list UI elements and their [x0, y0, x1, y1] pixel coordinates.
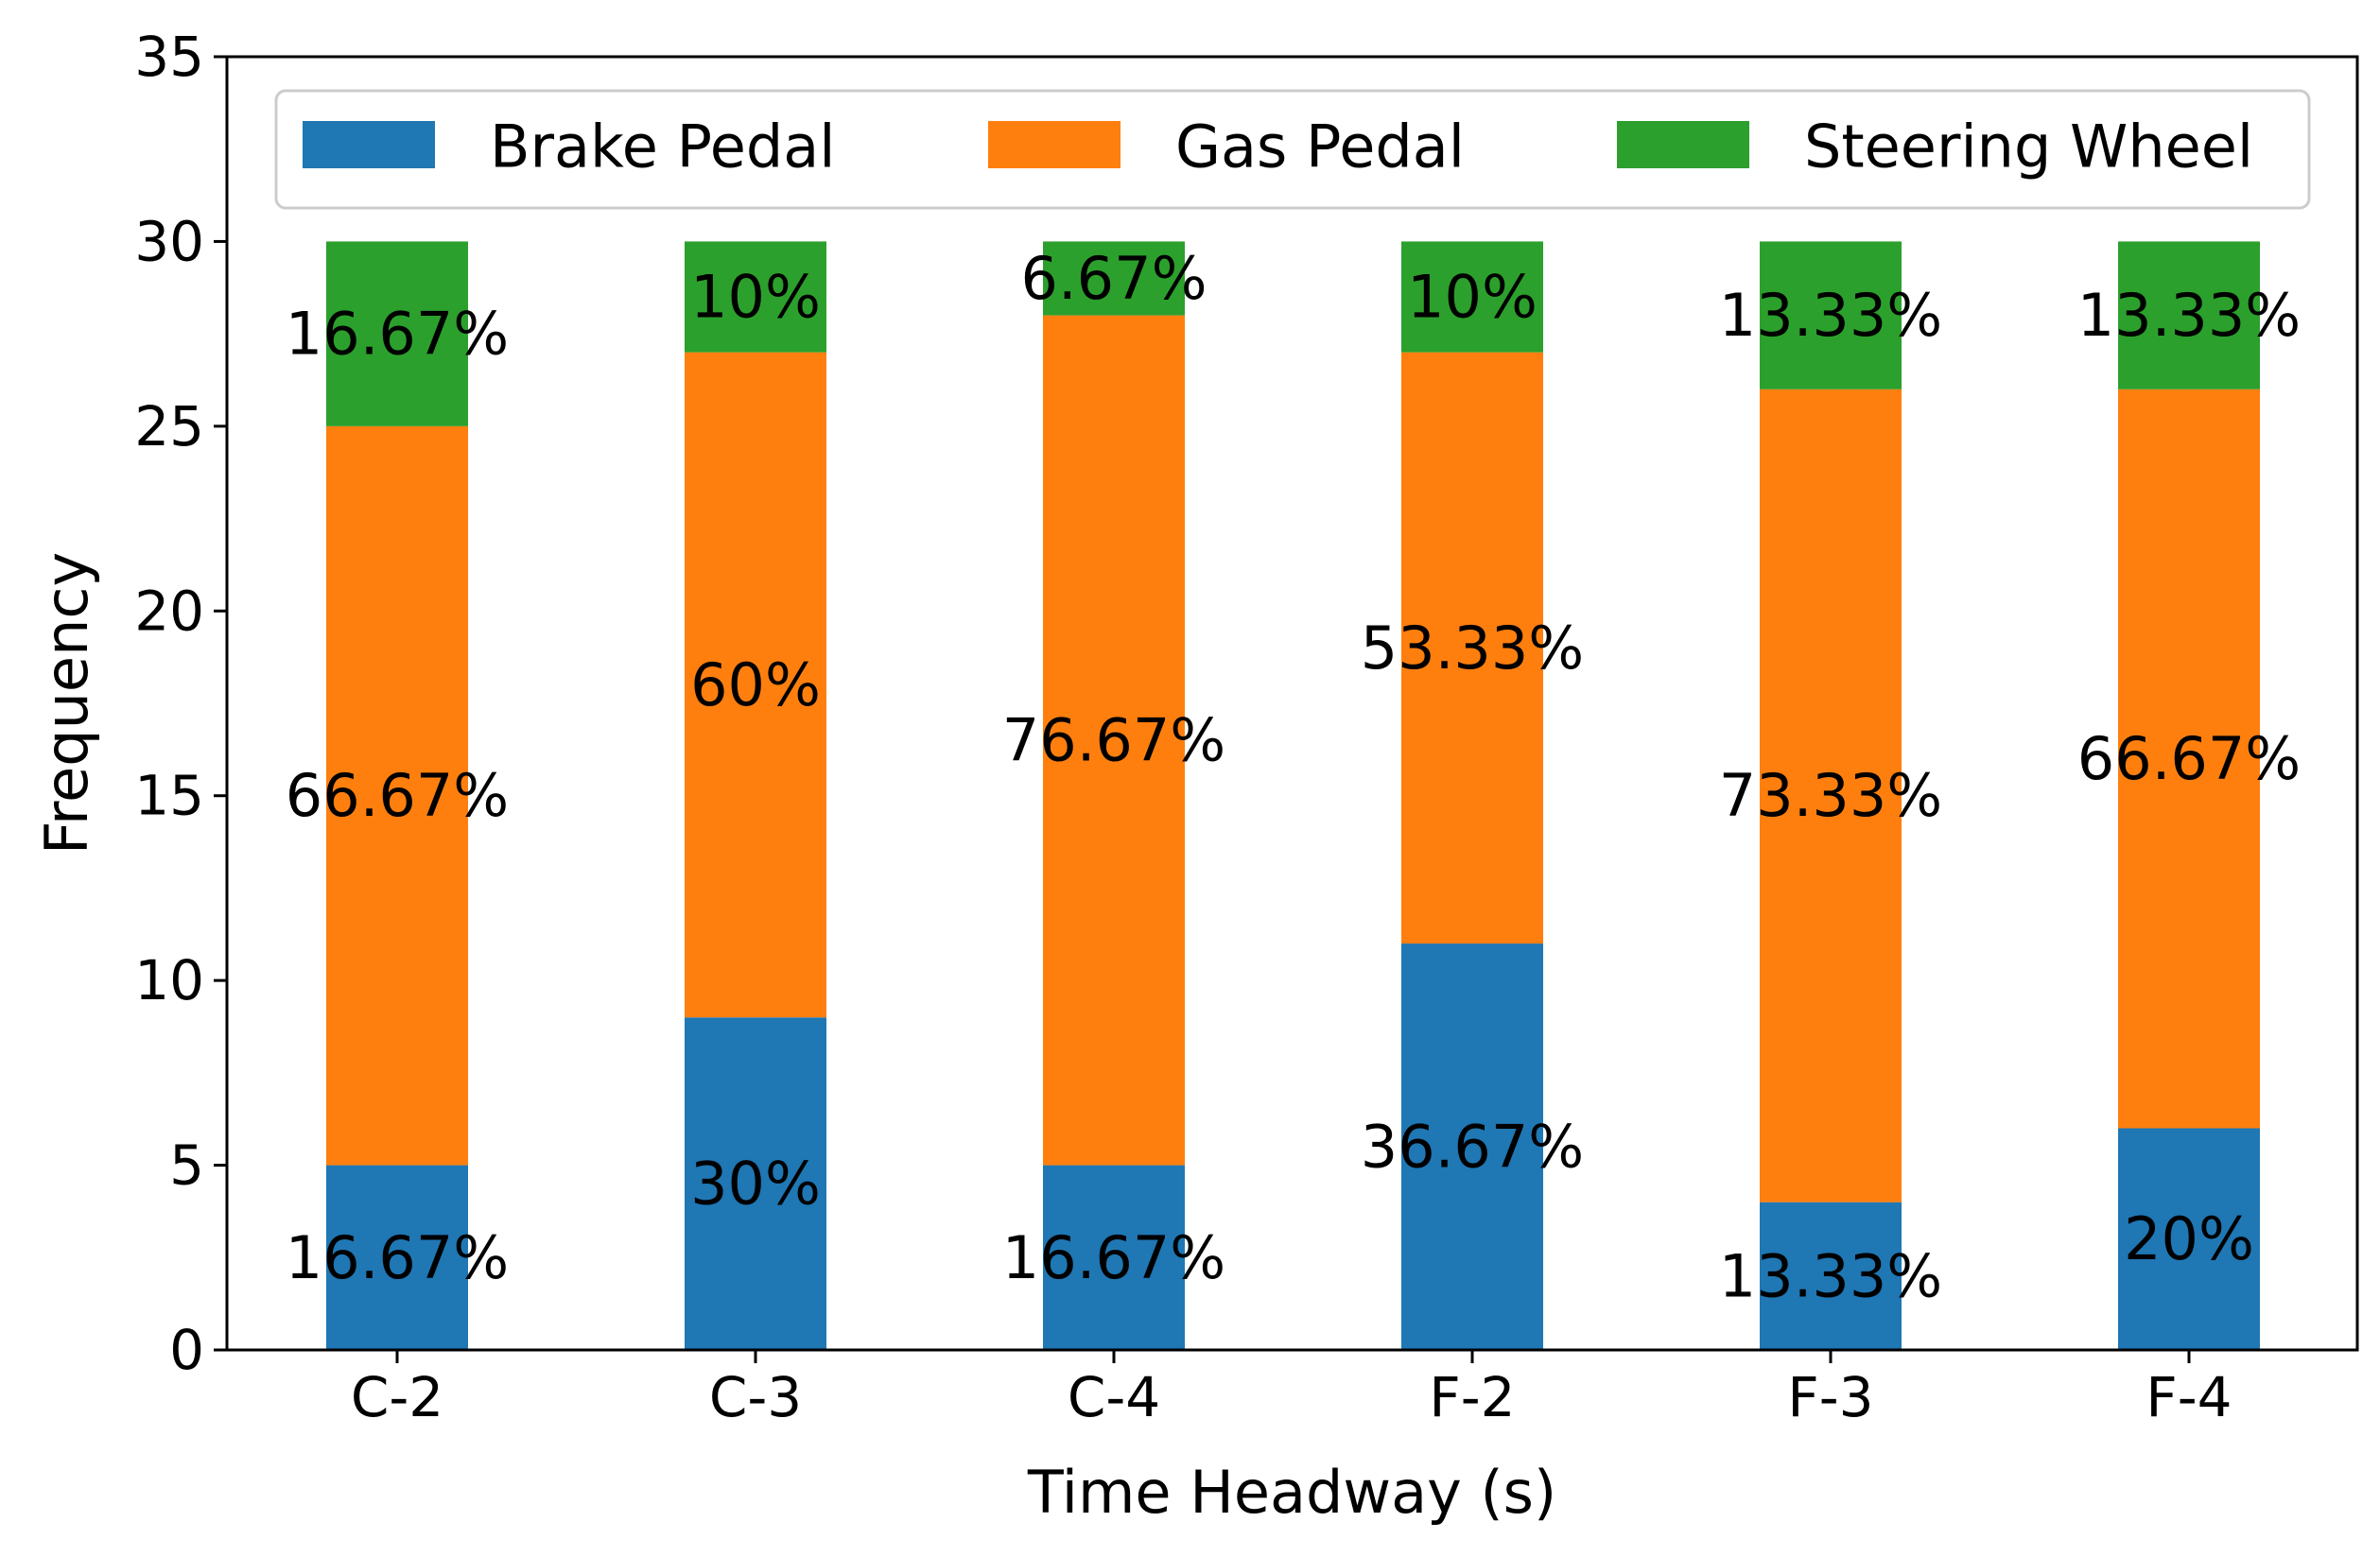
bar-steering-wheel-f-2 [1401, 241, 1543, 353]
data-label-gas-pedal-f-4: 66.67% [2077, 724, 2301, 793]
y-axis-label: Frequency [32, 552, 101, 855]
data-labels-layer: 16.67% 30% 16.67% 36.67% 13.33% 20% 66.67% 60% 7… [286, 244, 2301, 1310]
x-tick-label: C-4 [1068, 1365, 1160, 1429]
data-label-steering-wheel-f-3: 13.33% [1719, 281, 1942, 350]
bar-brake-pedal-c-2 [326, 1165, 468, 1350]
bar-gas-pedal-c-2 [326, 425, 468, 1166]
legend-swatch-brake-pedal [303, 121, 435, 168]
bar-brake-pedal-f-2 [1401, 943, 1543, 1350]
x-tick-label: C-3 [709, 1365, 802, 1429]
data-label-brake-pedal-f-4: 20% [2124, 1204, 2254, 1273]
x-tick-label: F-3 [1787, 1365, 1873, 1429]
bar-gas-pedal-f-4 [2118, 389, 2260, 1129]
legend-swatch-gas-pedal [988, 121, 1121, 168]
x-tick-label: F-2 [1429, 1365, 1515, 1429]
data-label-gas-pedal-c-3: 60% [690, 650, 821, 719]
bar-steering-wheel-f-4 [2118, 241, 2260, 389]
bar-brake-pedal-f-4 [2118, 1128, 2260, 1350]
bar-steering-wheel-c-4 [1043, 241, 1185, 316]
data-label-steering-wheel-c-4: 6.67% [1021, 244, 1207, 313]
data-label-steering-wheel-c-3: 10% [690, 263, 821, 332]
data-label-gas-pedal-f-3: 73.33% [1719, 761, 1942, 830]
data-label-brake-pedal-c-4: 16.67% [1002, 1223, 1225, 1292]
plot-frame [225, 55, 2359, 1352]
legend-label-brake-pedal: Brake Pedal [490, 112, 835, 182]
bar-brake-pedal-c-3 [685, 1017, 826, 1350]
y-tick-label: 30 [134, 209, 204, 273]
bar-brake-pedal-f-3 [1760, 1202, 1902, 1350]
bar-gas-pedal-f-2 [1401, 352, 1543, 944]
y-tick-label: 0 [169, 1318, 204, 1382]
y-tick-label: 5 [169, 1133, 204, 1198]
x-axis: C-2 C-3 C-4 F-2 F-3 F-4 [351, 1350, 2232, 1429]
bar-gas-pedal-c-3 [685, 352, 826, 1018]
y-tick-label: 10 [134, 948, 204, 1012]
x-tick-label: C-2 [351, 1365, 443, 1429]
data-label-brake-pedal-f-3: 13.33% [1719, 1241, 1942, 1310]
data-label-steering-wheel-c-2: 16.67% [286, 300, 509, 369]
data-label-steering-wheel-f-2: 10% [1407, 263, 1537, 332]
bars-layer [326, 241, 2260, 1350]
bar-gas-pedal-f-3 [1760, 389, 1902, 1202]
y-tick-label: 35 [134, 25, 204, 89]
y-tick-label: 15 [134, 764, 204, 828]
legend-box [274, 89, 2311, 210]
y-tick-label: 20 [134, 579, 204, 643]
y-tick-label: 25 [134, 394, 204, 458]
data-label-gas-pedal-c-4: 76.67% [1002, 706, 1225, 775]
legend-swatch-steering-wheel [1617, 121, 1749, 168]
legend: Brake Pedal Gas Pedal Steering Wheel [274, 89, 2311, 210]
legend-label-steering-wheel: Steering Wheel [1804, 112, 2253, 182]
bar-brake-pedal-c-4 [1043, 1165, 1185, 1350]
data-label-brake-pedal-f-2: 36.67% [1361, 1113, 1584, 1182]
data-label-steering-wheel-f-4: 13.33% [2077, 281, 2301, 350]
data-label-gas-pedal-c-2: 66.67% [286, 761, 509, 830]
data-label-brake-pedal-c-2: 16.67% [286, 1223, 509, 1292]
legend-label-gas-pedal: Gas Pedal [1175, 112, 1465, 182]
bar-steering-wheel-f-3 [1760, 241, 1902, 389]
x-tick-label: F-4 [2145, 1365, 2232, 1429]
y-axis: 0 5 10 15 20 25 30 35 [134, 25, 227, 1382]
bar-gas-pedal-c-4 [1043, 315, 1185, 1166]
bar-steering-wheel-c-2 [326, 241, 468, 426]
data-label-gas-pedal-f-2: 53.33% [1361, 614, 1584, 683]
data-label-brake-pedal-c-3: 30% [690, 1150, 821, 1219]
x-axis-label: Time Headway (s) [1027, 1458, 1556, 1527]
bar-steering-wheel-c-3 [685, 241, 826, 353]
